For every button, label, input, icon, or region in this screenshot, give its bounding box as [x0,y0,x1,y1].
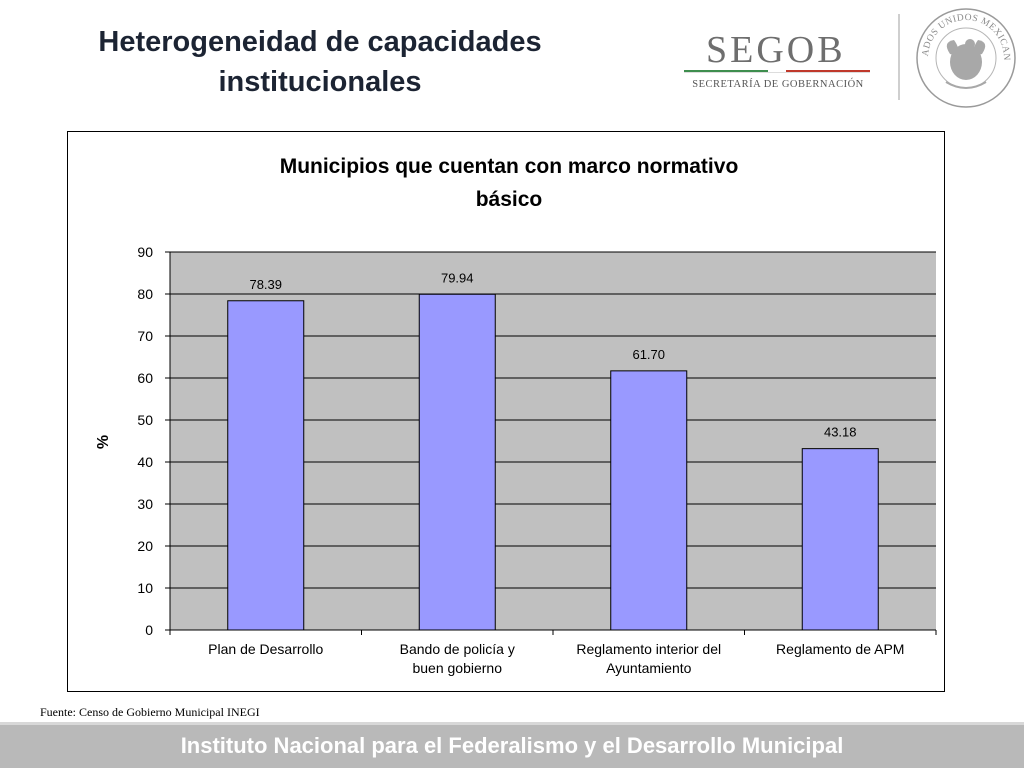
slide-title-line1: Heterogeneidad de capacidades [98,26,542,58]
bar [227,300,305,631]
mexican-seal-icon: ESTADOS UNIDOS MEXICANOS [914,6,1016,108]
y-tick-label: 70 [137,328,153,344]
y-tick-label: 50 [137,412,153,428]
y-tick-label: 30 [137,496,153,512]
eagle-emblem-icon [945,39,987,89]
segob-logo-name: SEGOB [706,29,846,71]
y-axis-label: % [95,435,112,449]
segob-logo: SEGOB SECRETARÍA DE GOBERNACIÓN [676,26,876,96]
y-tick-label: 20 [137,538,153,554]
category-label: Ayuntamiento [606,660,692,676]
slide-title-line2: institucionales [218,66,422,98]
bar [418,293,496,631]
data-label: 43.18 [824,425,857,440]
footer-bar [0,722,1024,768]
slide-title: Heterogeneidad de capacidades institucio… [70,22,570,102]
category-label: Plan de Desarrollo [208,641,323,657]
y-tick-label: 80 [137,286,153,302]
segob-logo-stripes [684,70,870,73]
data-label: 79.94 [441,270,474,285]
category-label: Bando de policía y [400,641,515,657]
bar [801,448,879,631]
footer-text: Instituto Nacional para el Federalismo y… [180,733,844,758]
logo-divider [898,14,900,100]
category-label: Reglamento interior del [576,641,721,657]
bar-chart: Municipios que cuentan con marco normati… [95,155,937,676]
y-tick-label: 40 [137,454,153,470]
y-tick-label: 60 [137,370,153,386]
y-tick-label: 0 [145,622,153,638]
y-tick-label: 90 [137,244,153,260]
data-label: 78.39 [249,277,282,292]
y-tick-label: 10 [137,580,153,596]
category-label: buen gobierno [412,660,502,676]
data-label: 61.70 [632,347,665,362]
chart-title-line: Municipios que cuentan con marco normati… [280,155,739,178]
category-label: Reglamento de APM [776,641,904,657]
bar [610,370,688,631]
segob-logo-subtitle: SECRETARÍA DE GOBERNACIÓN [692,79,864,90]
chart-frame: Municipios que cuentan con marco normati… [67,131,945,692]
chart-title-line: básico [476,188,543,211]
source-note: Fuente: Censo de Gobierno Municipal INEG… [40,705,260,719]
